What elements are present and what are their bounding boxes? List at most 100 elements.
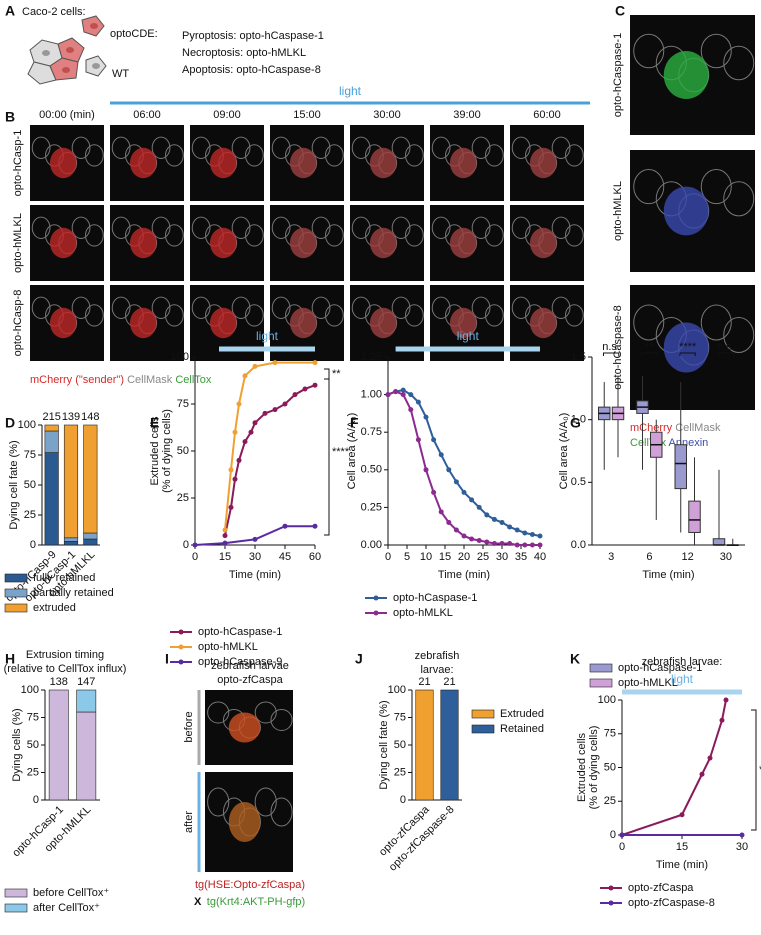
y-tick-label: 0.5	[571, 476, 586, 488]
cell-outline	[231, 296, 251, 319]
sender-cell	[663, 51, 709, 99]
cell-outline	[31, 136, 51, 159]
series-line	[621, 699, 727, 836]
cell-outline	[85, 304, 104, 327]
y-tick-label: 0.00	[361, 539, 382, 551]
panel-letter: F	[350, 415, 359, 431]
sender-cell	[663, 322, 709, 373]
cell-outline	[511, 296, 531, 319]
bar-segment	[48, 689, 69, 801]
cell-outline	[565, 304, 584, 327]
y-tick-label: 75	[394, 711, 406, 723]
data-point	[242, 373, 248, 379]
legend-label: after CellTox⁺	[33, 902, 100, 914]
sender-cell	[663, 186, 709, 236]
sender-cell	[289, 227, 317, 259]
y-tick-label: 25	[394, 766, 406, 778]
data-point	[529, 531, 535, 537]
n-label: 138	[50, 676, 68, 688]
cell-outline	[191, 296, 211, 319]
data-point	[522, 542, 528, 548]
sender-cell	[289, 307, 317, 339]
legend-label: opto-hCaspase-1	[393, 592, 477, 604]
cell-outline	[245, 224, 264, 247]
time-label: 30:00	[373, 109, 401, 121]
y-axis-label: (% of dying cells)	[588, 726, 600, 810]
data-point	[484, 539, 490, 545]
data-point	[476, 504, 482, 510]
y-axis-label: Cell area (A/A₀)	[558, 413, 570, 490]
x-tick-label: 15	[219, 551, 231, 563]
chart-title: zebrafish	[415, 650, 460, 662]
data-point	[529, 542, 535, 548]
data-point	[679, 812, 685, 818]
death-line: Pyroptosis: opto-hCaspase-1	[182, 30, 324, 42]
data-point	[446, 467, 452, 473]
bar-segment	[76, 711, 97, 801]
y-tick-label: 25	[177, 492, 189, 504]
cell-outline	[311, 136, 331, 159]
time-label: 06:00	[133, 109, 161, 121]
cell-sketch	[27, 15, 107, 85]
death-line: Necroptosis: opto-hMLKL	[182, 47, 306, 59]
y-axis-label: Dying cells (%)	[11, 708, 23, 781]
y-axis-label: Cell area (A/A₀)	[346, 413, 358, 490]
data-point	[222, 533, 228, 539]
data-point	[282, 523, 288, 529]
bar-segment	[63, 541, 79, 546]
y-axis-label: Dying cell fate (%)	[8, 440, 20, 529]
chart-title: Extrusion timing	[26, 649, 104, 661]
data-point	[431, 437, 437, 443]
data-point	[236, 401, 242, 407]
sender-cell	[228, 712, 261, 743]
cell-outline	[111, 296, 131, 319]
legend-label: opto-zfCaspase-8	[628, 897, 715, 909]
data-point	[699, 771, 705, 777]
data-point	[252, 420, 258, 426]
data-point	[507, 524, 513, 530]
bar-segment	[83, 532, 98, 540]
legend-label: opto-hMLKL	[198, 641, 258, 653]
cell-outline	[723, 181, 755, 217]
data-point	[222, 540, 228, 546]
sender-cell	[529, 147, 557, 179]
legend-part: mCherry ("sender")	[30, 374, 124, 386]
light-label: light	[339, 84, 362, 98]
data-point	[415, 437, 421, 443]
cell-outline	[551, 216, 571, 239]
legend-swatch	[471, 709, 495, 719]
legend-swatch	[608, 900, 614, 906]
time-label: 09:00	[213, 109, 241, 121]
data-point	[192, 542, 198, 548]
sender-cell	[449, 307, 477, 339]
y-tick-label: 0	[610, 829, 616, 841]
data-point	[461, 489, 467, 495]
data-point	[438, 509, 444, 515]
bar-segment	[63, 537, 79, 542]
legend-swatch	[4, 888, 28, 898]
time-label: 00:00 (min)	[39, 109, 95, 121]
cell-outline	[723, 317, 755, 353]
sig-label: ****	[332, 446, 350, 458]
legend-part: CellTox	[175, 374, 212, 386]
bar-segment	[415, 689, 434, 801]
cell-outline	[565, 144, 584, 167]
y-tick-label: 1.0	[571, 414, 586, 426]
sig-label: n.s.	[602, 341, 620, 353]
data-point	[453, 527, 459, 533]
cell-outline	[270, 709, 293, 731]
y-axis-label: Extruded cells	[149, 416, 161, 486]
legend-part: CellMask	[127, 374, 173, 386]
legend-part: Annexin	[669, 437, 709, 449]
data-point	[272, 360, 278, 366]
cell-outline	[351, 296, 371, 319]
data-point	[248, 429, 254, 435]
cell-outline	[700, 169, 732, 205]
cell-outline	[431, 136, 451, 159]
cell-outline	[471, 136, 491, 159]
data-point	[408, 392, 414, 398]
x-tick-label: 30	[496, 551, 508, 563]
cell-outline	[485, 224, 504, 247]
y-tick-label: 0.0	[571, 539, 586, 551]
cell-outline	[431, 216, 451, 239]
